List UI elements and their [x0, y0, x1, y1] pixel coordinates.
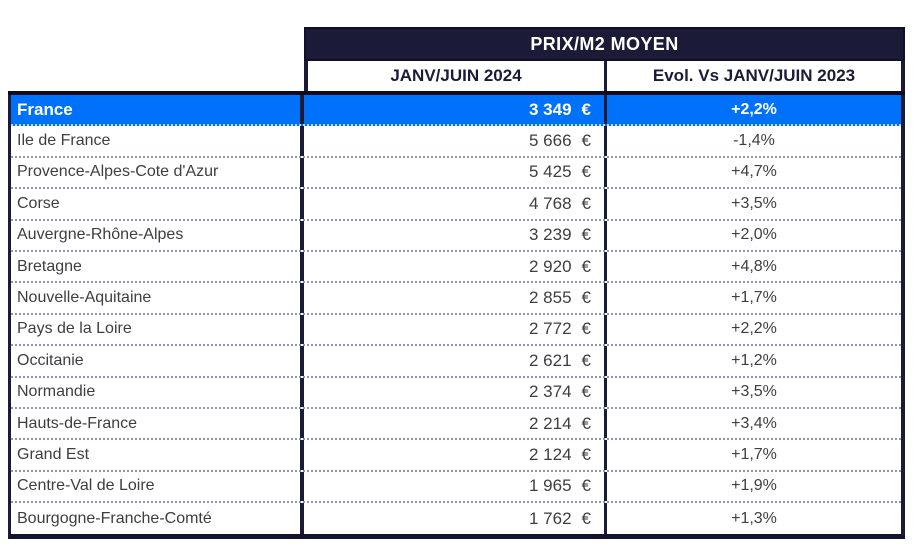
table-row: Pays de la Loire 2 772 € +2,2% [11, 314, 901, 347]
price-cell: 3 349 € [304, 95, 607, 125]
price-value: 2 621 [528, 350, 572, 370]
region-label: Pays de la Loire [11, 314, 304, 345]
region-label: Grand Est [11, 440, 304, 470]
table-row: Corse 4 768 € +3,5% [11, 189, 901, 221]
euro-symbol: € [581, 476, 591, 496]
header-empty-corner-2 [8, 61, 304, 91]
region-label: Centre-Val de Loire [11, 471, 304, 502]
price-cell: 5 425 € [304, 157, 607, 188]
region-label: Normandie [11, 377, 304, 407]
table-row: Hauts-de-France 2 214 € +3,4% [11, 408, 901, 441]
region-label: France [11, 95, 304, 125]
euro-symbol: € [581, 162, 591, 182]
price-value: 2 855 [528, 288, 572, 308]
euro-symbol: € [581, 225, 591, 245]
table-row: Grand Est 2 124 € +1,7% [11, 440, 901, 472]
evolution-value: +1,7% [731, 445, 777, 463]
evolution-value: +1,7% [731, 289, 777, 307]
price-value: 3 349 [528, 99, 572, 119]
region-label: Bretagne [11, 251, 304, 282]
table-row: Nouvelle-Aquitaine 2 855 € +1,7% [11, 283, 901, 315]
evolution-value: +1,3% [731, 509, 777, 527]
region-label: Occitanie [11, 346, 304, 376]
price-cell: 2 772 € [304, 314, 607, 345]
evolution-value: +3,5% [731, 194, 777, 212]
region-label: Nouvelle-Aquitaine [11, 283, 304, 313]
table-row: Occitanie 2 621 € +1,2% [11, 346, 901, 378]
evolution-value: +1,2% [731, 351, 777, 369]
header-empty-corner [8, 27, 304, 61]
table-row: Normandie 2 374 € +3,5% [11, 377, 901, 409]
euro-symbol: € [581, 288, 591, 308]
table-row: Provence-Alpes-Cote d'Azur 5 425 € +4,7% [11, 157, 901, 190]
column-header-evolution: Evol. Vs JANV/JUIN 2023 [607, 61, 905, 91]
region-label: Provence-Alpes-Cote d'Azur [11, 157, 304, 188]
price-cell: 5 666 € [304, 126, 607, 156]
euro-symbol: € [581, 350, 591, 370]
region-label: Auvergne-Rhône-Alpes [11, 220, 304, 250]
price-cell: 2 920 € [304, 251, 607, 282]
region-label: Ile de France [11, 126, 304, 156]
table-row: Bretagne 2 920 € +4,8% [11, 251, 901, 284]
price-cell: 2 124 € [304, 440, 607, 470]
table-row: Bourgogne-Franche-Comté 1 762 € +1,3% [11, 503, 901, 535]
price-cell: 4 768 € [304, 189, 607, 219]
euro-symbol: € [581, 131, 591, 151]
euro-symbol: € [581, 413, 591, 433]
price-value: 3 239 [528, 225, 572, 245]
table-column-header-row: JANV/JUIN 2024 Evol. Vs JANV/JUIN 2023 [8, 61, 905, 91]
evolution-value: +1,9% [731, 477, 777, 495]
price-value: 4 768 [528, 193, 572, 213]
price-cell: 2 621 € [304, 346, 607, 376]
price-cell: 2 855 € [304, 283, 607, 313]
euro-symbol: € [581, 256, 591, 276]
table-row: Ile de France 5 666 € -1,4% [11, 126, 901, 158]
price-value: 5 425 [528, 162, 572, 182]
evolution-value: -1,4% [733, 132, 775, 150]
evolution-value: +4,8% [731, 257, 777, 275]
price-cell: 2 214 € [304, 408, 607, 439]
evolution-value: +3,4% [731, 414, 777, 432]
price-value: 2 214 [528, 413, 572, 433]
price-value: 2 772 [528, 319, 572, 339]
price-cell: 3 239 € [304, 220, 607, 250]
table-row: Centre-Val de Loire 1 965 € +1,9% [11, 471, 901, 504]
price-table: PRIX/M2 MOYEN JANV/JUIN 2024 Evol. Vs JA… [8, 27, 905, 540]
euro-symbol: € [581, 382, 591, 402]
evolution-value: +2,0% [731, 226, 777, 244]
price-cell: 1 965 € [304, 471, 607, 502]
price-value: 2 374 [528, 382, 572, 402]
price-value: 2 920 [528, 256, 572, 276]
table-group-title: PRIX/M2 MOYEN [304, 27, 905, 61]
table-row: Auvergne-Rhône-Alpes 3 239 € +2,0% [11, 220, 901, 252]
euro-symbol: € [581, 444, 591, 464]
euro-symbol: € [581, 508, 591, 528]
region-label: Corse [11, 189, 304, 219]
price-cell: 1 762 € [304, 503, 607, 535]
region-label: Bourgogne-Franche-Comté [11, 503, 304, 535]
price-value: 1 965 [528, 476, 572, 496]
evolution-value: +2,2% [731, 320, 777, 338]
price-cell: 2 374 € [304, 377, 607, 407]
table-header-group-row: PRIX/M2 MOYEN [8, 27, 905, 61]
table-body: France 3 349 € +2,2% Ile de France 5 666… [8, 95, 905, 540]
table-row: France 3 349 € +2,2% [11, 95, 901, 127]
euro-symbol: € [581, 99, 591, 119]
euro-symbol: € [581, 319, 591, 339]
evolution-value: +4,7% [731, 163, 777, 181]
price-value: 5 666 [528, 131, 572, 151]
price-value: 1 762 [528, 508, 572, 528]
region-label: Hauts-de-France [11, 408, 304, 439]
price-value: 2 124 [528, 444, 572, 464]
evolution-value: +3,5% [731, 383, 777, 401]
evolution-value: +2,2% [731, 100, 777, 118]
column-header-period: JANV/JUIN 2024 [304, 61, 607, 91]
euro-symbol: € [581, 193, 591, 213]
header-body-separator [8, 91, 905, 95]
